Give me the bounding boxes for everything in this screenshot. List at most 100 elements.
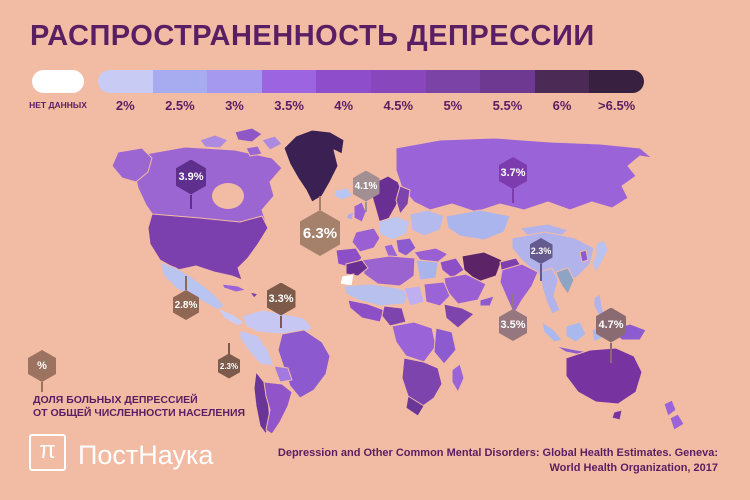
hexagon-icon: 3.7%	[499, 157, 527, 189]
hexagon-icon: 3.3%	[266, 282, 296, 316]
hexagon-icon: %	[28, 350, 56, 382]
legend-bin-label: 6%	[552, 98, 572, 113]
value-marker-3.3%-6: 3.3%	[266, 282, 296, 328]
marker-stem	[610, 342, 612, 363]
marker-value: 4.7%	[598, 319, 624, 331]
legend-bin-5%: 5%	[425, 70, 481, 113]
marker-value: 3.3%	[268, 293, 294, 305]
map-region-new-zealand-south	[669, 413, 685, 431]
legend-bin-3%: 3%	[207, 70, 262, 113]
marker-stem	[512, 189, 514, 203]
marker-value: 6.3%	[302, 224, 338, 242]
marker-value: %	[37, 360, 47, 372]
marker-stem	[319, 196, 321, 210]
marker-stem	[540, 264, 542, 281]
map-region-south-africa	[405, 395, 425, 417]
map-region-sahel	[343, 283, 411, 307]
page-title: РАСПРОСТРАНЕННОСТЬ ДЕПРЕССИИ	[30, 20, 595, 52]
map-region-central-europe	[377, 215, 411, 241]
map-region-borneo	[565, 321, 587, 343]
legend-bin-label: 2%	[115, 98, 135, 113]
legend-bin-2.5%: 2.5%	[152, 70, 208, 113]
map-region-west-sahara	[339, 273, 355, 287]
marker-value: 3.7%	[500, 167, 526, 179]
legend-bin-label: 4.5%	[383, 98, 414, 113]
legend-bin-label: 3%	[225, 98, 244, 113]
map-region-central-america	[217, 307, 245, 327]
value-marker-6.3%-1: 6.3%	[300, 196, 340, 256]
map-region-sumatra	[541, 321, 563, 343]
map-region-sudan	[423, 281, 451, 307]
map-region-morocco	[345, 259, 369, 277]
map-region-korea	[579, 249, 589, 263]
pi-glyph: π	[39, 437, 56, 464]
map-region-arctic-island-2	[234, 127, 263, 143]
map-region-syria-iraq	[439, 257, 465, 279]
hexagon-icon: 4.7%	[596, 307, 626, 343]
map-region-central-africa	[391, 321, 437, 363]
map-region-west-africa	[347, 299, 385, 323]
legend-key-caption-line2: ОТ ОБЩЕЙ ЧИСЛЕННОСТИ НАСЕЛЕНИЯ	[33, 407, 246, 419]
legend-bin->6.5%: >6.5%	[589, 70, 644, 113]
marker-value: 2.3%	[530, 246, 552, 256]
map-region-east-europe	[409, 209, 445, 237]
value-marker-2.3%-4: 2.3%	[529, 238, 553, 281]
legend-no-data: НЕТ ДАННЫХ	[29, 70, 87, 110]
map-region-nigeria	[381, 305, 407, 327]
value-marker-4.7%-9: 4.7%	[596, 307, 626, 363]
legend-bin-2%: 2%	[98, 70, 153, 113]
legend-swatch	[425, 70, 481, 93]
value-marker-3.5%-8: 3.5%	[499, 294, 527, 341]
map-region-alaska	[111, 147, 153, 183]
legend-swatch	[370, 70, 426, 93]
map-region-turkey	[413, 247, 449, 263]
map-region-chad	[403, 285, 425, 307]
marker-value: 3.9%	[178, 171, 204, 183]
marker-stem	[41, 382, 43, 392]
map-region-ireland	[345, 211, 355, 221]
legend-key-caption-line1: ДОЛЯ БОЛЬНЫХ ДЕПРЕССИЕЙ	[33, 394, 198, 406]
map-region-finland	[395, 185, 411, 215]
legend-bin-label: 2.5%	[165, 98, 195, 113]
map-region-new-zealand-north	[663, 399, 677, 417]
legend-bin-3.5%: 3.5%	[261, 70, 317, 113]
map-region-balkans	[395, 237, 417, 257]
legend-swatch	[316, 70, 371, 93]
marker-stem	[228, 342, 230, 354]
map-region-east-africa	[433, 327, 457, 365]
map-region-bolivia	[273, 365, 293, 383]
marker-stem	[280, 315, 282, 328]
legend-bin-6%: 6%	[534, 70, 590, 113]
legend-bin-label: 3.5%	[274, 98, 304, 113]
map-region-kazakhstan	[445, 209, 511, 241]
map-region-egypt	[415, 259, 439, 281]
map-region-horn-of-africa	[443, 303, 475, 329]
map-region-norway-sweden	[371, 175, 403, 225]
no-data-swatch	[32, 70, 84, 93]
map-region-cuba	[221, 283, 247, 293]
marker-value: 2.3%	[219, 361, 239, 371]
legend-bin-label: 5%	[443, 98, 463, 113]
value-marker-3.9%-0: 3.9%	[176, 159, 206, 209]
caspian-sea	[445, 239, 455, 257]
map-region-vietnam-laos	[555, 267, 575, 295]
hexagon-icon: 2.8%	[173, 290, 199, 320]
map-region-southern-africa	[401, 357, 443, 409]
map-region-arctic-island-1	[199, 134, 229, 149]
marker-value: 4.1%	[354, 180, 378, 192]
hexagon-icon: 6.3%	[300, 210, 340, 256]
hudson-bay	[212, 183, 244, 209]
legend-bin-5.5%: 5.5%	[480, 70, 535, 113]
legend-bin-4.5%: 4.5%	[370, 70, 426, 113]
map-region-arctic-island-4	[245, 145, 263, 157]
postnauka-logo-icon: π	[29, 434, 66, 471]
hexagon-icon: 2.3%	[218, 353, 240, 379]
legend-swatch	[152, 70, 208, 93]
marker-stem	[512, 294, 514, 309]
hexagon-icon: 4.1%	[352, 170, 380, 202]
legend-bin-label: 5.5%	[492, 98, 523, 113]
map-region-hispaniola	[249, 291, 259, 299]
legend-key-caption: ДОЛЯ БОЛЬНЫХ ДЕПРЕССИЕЙ ОТ ОБЩЕЙ ЧИСЛЕНН…	[33, 394, 245, 420]
